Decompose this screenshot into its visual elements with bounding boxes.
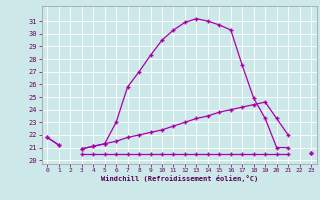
X-axis label: Windchill (Refroidissement éolien,°C): Windchill (Refroidissement éolien,°C) (100, 175, 258, 182)
